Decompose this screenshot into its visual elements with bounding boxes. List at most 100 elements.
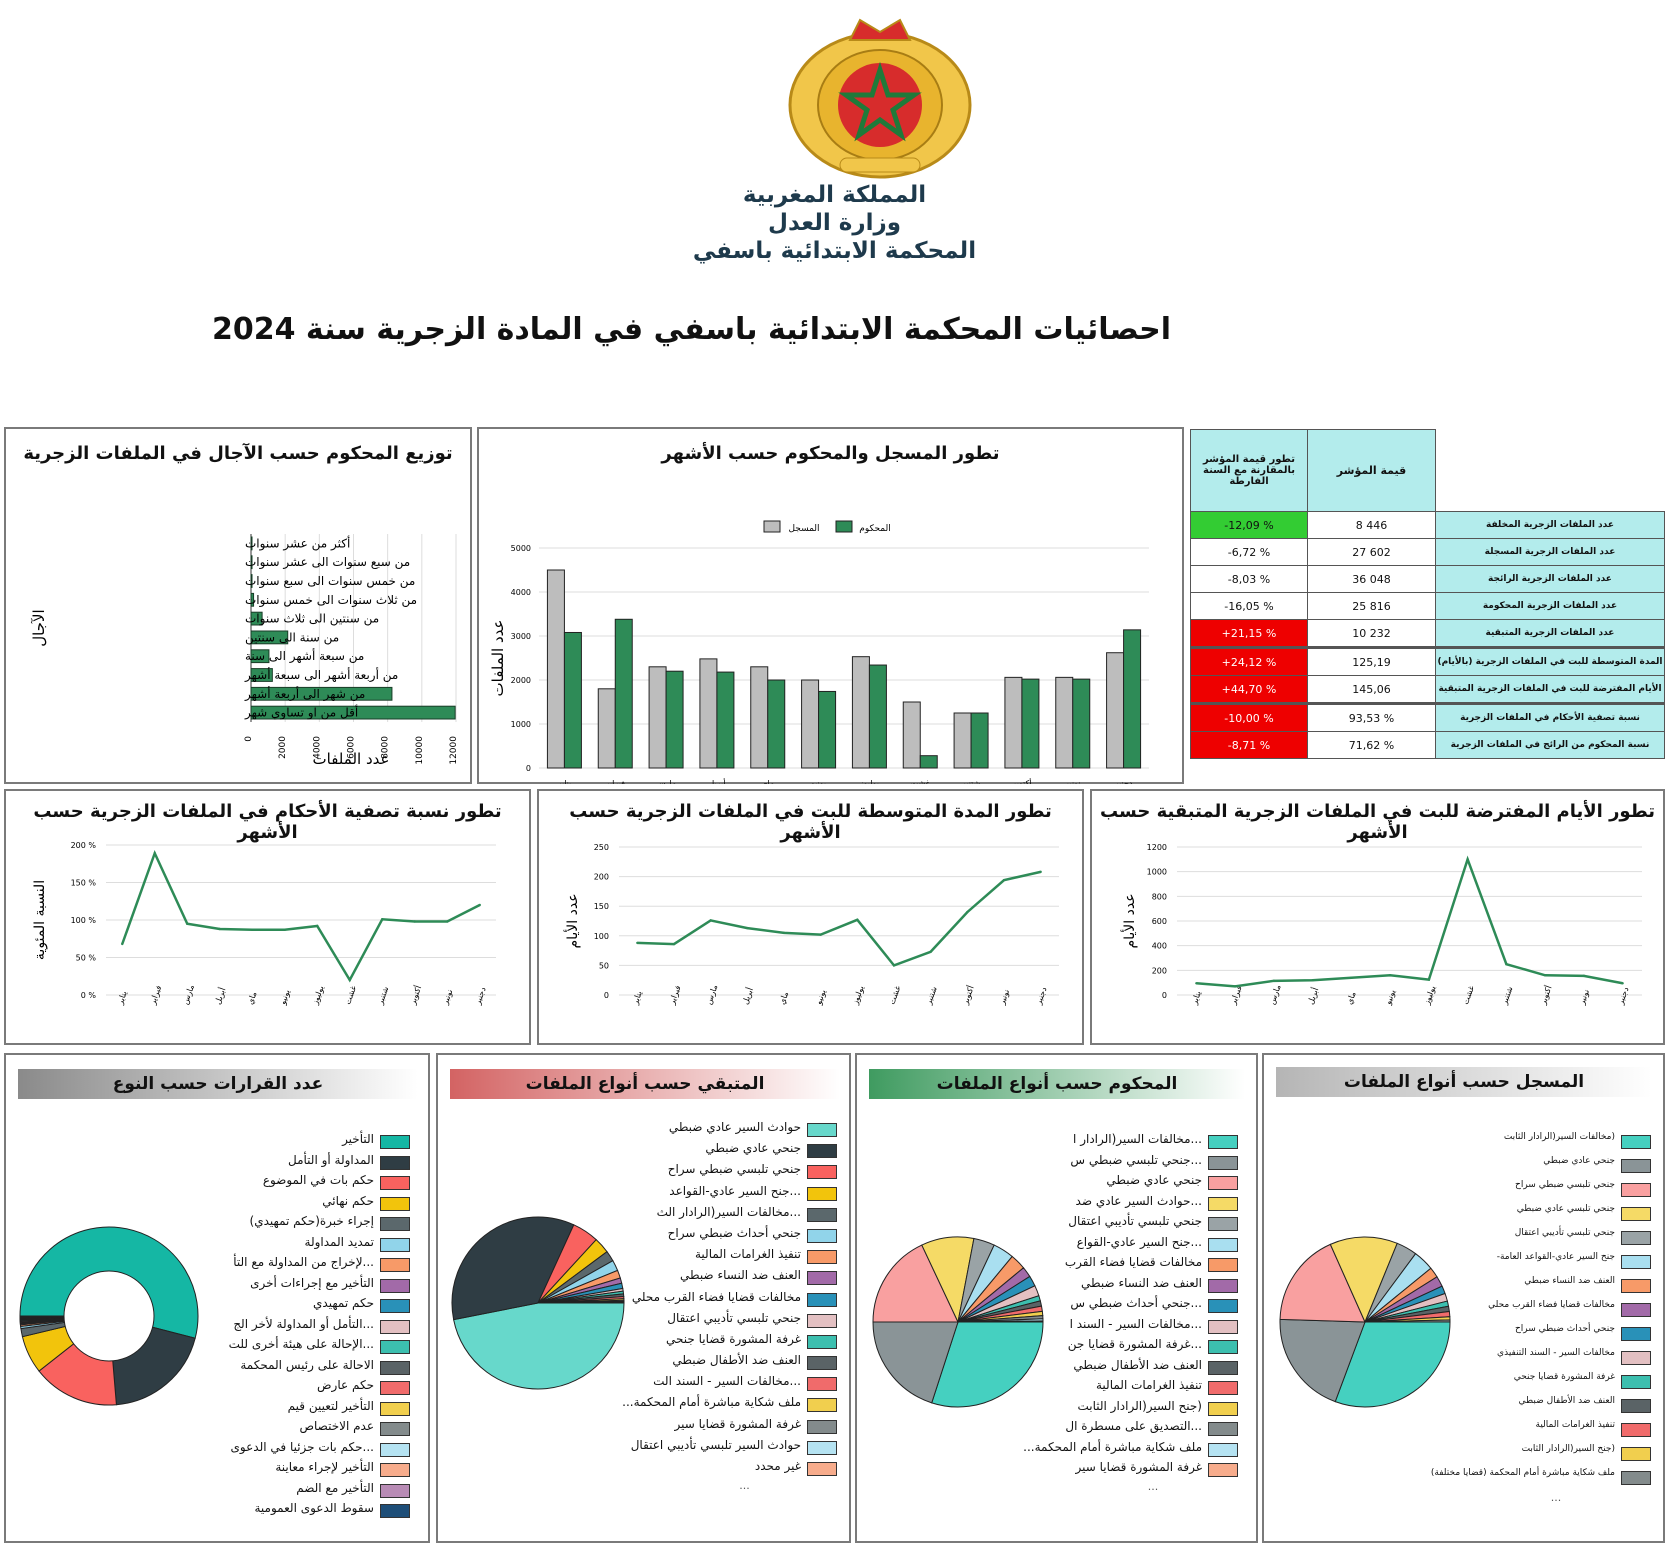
bar — [750, 666, 769, 769]
legend-label: ...جنحي أحداث ضبطي س — [1070, 1296, 1202, 1310]
decisions-chart-title: عدد القرارات حسب النوع — [18, 1069, 418, 1099]
legend-swatch — [1621, 1375, 1651, 1389]
legend-swatch — [1208, 1278, 1238, 1293]
bar — [1072, 678, 1091, 769]
legend-swatch — [1208, 1442, 1238, 1457]
legend-item: التأخير مع إجراءات أخرى — [210, 1275, 410, 1296]
x-tick-label: 8000 — [381, 736, 391, 759]
x-tick-label: يونيو — [1383, 988, 1397, 1006]
decisions-chart — [19, 1226, 199, 1406]
pie-slice — [872, 1244, 959, 1323]
legend-label: جنحي عادي ضبطي — [705, 1141, 801, 1156]
data-point — [636, 941, 639, 945]
registered-chart — [1279, 1236, 1451, 1408]
legend-item: غرفة المشورة قضايا سير — [652, 1416, 837, 1437]
legend-item: مخالفات قضايا فضاء القرب محلي — [632, 1289, 837, 1310]
legend-swatch — [807, 1123, 837, 1137]
legend-item: عدم الاختصاص — [210, 1418, 410, 1439]
bar — [563, 631, 582, 769]
data-point — [121, 942, 124, 946]
legend-swatch — [380, 1401, 410, 1416]
clearance-chart-title: تطور نسبة تصفية الأحكام في الملفات الزجر… — [33, 801, 502, 843]
durations-chart-title: توزيع المحكوم حسب الآجال في الملفات الزج… — [23, 443, 453, 464]
x-axis-label: عدد الملفات — [313, 750, 390, 768]
legend-item: جنحي تلبسي ضبطي سراح — [652, 1161, 837, 1182]
legend-item: العنف ضد الأطفال ضبطي — [1068, 1357, 1238, 1378]
legend-label: (جنح السير(الرادار الثابت — [1077, 1398, 1202, 1413]
series-line — [1196, 855, 1623, 988]
data-point — [929, 950, 932, 953]
legend-more-indicator[interactable]: ... — [1550, 1491, 1562, 1504]
legend-label: جنحي تلبسي ضبطي سراح — [667, 1162, 801, 1177]
legend-item: ملف شكاية مباشرة أمام المحكمة... — [622, 1394, 837, 1415]
y-tick-label: 250 — [594, 843, 609, 852]
data-point — [186, 922, 189, 925]
legend-swatch — [1208, 1422, 1238, 1436]
legend-label: جنحي عادي ضبطي — [1543, 1156, 1615, 1166]
legend-swatch — [380, 1360, 410, 1375]
legend-swatch — [1208, 1258, 1238, 1272]
data-point — [672, 942, 676, 946]
data-point — [1466, 858, 1469, 861]
bar — [250, 555, 253, 570]
monthly-chart-title: تطور المسجل والمحكوم حسب الأشهر — [661, 443, 1000, 464]
legend-item: ...مخالفات السير - السند ا — [1068, 1316, 1238, 1337]
data-point — [1582, 974, 1586, 978]
legend-item: غرفة المشورة قضايا سير — [1068, 1459, 1238, 1480]
legend-label: العنف ضد الأطفال ضبطي — [672, 1353, 801, 1368]
y-tick-label: 100 — [594, 932, 609, 941]
legend-item: تمديد المداولة — [210, 1234, 410, 1255]
legend-label: عدم الاختصاص — [299, 1419, 375, 1433]
legend-item: العنف ضد الأطفال ضبطي — [652, 1352, 837, 1373]
legend-swatch — [807, 1186, 837, 1201]
series-line — [121, 849, 481, 983]
pie-slice — [931, 1321, 1044, 1408]
legend-label: العنف ضد الأطفال ضبطي — [1073, 1357, 1202, 1372]
y-tick-label: 0 % — [81, 991, 97, 1000]
legend-more-indicator[interactable]: ... — [1147, 1479, 1159, 1493]
legend-item: جنحي تلبسي ضبطي سراح — [1461, 1179, 1651, 1203]
x-tick-label: نونبر — [440, 988, 454, 1007]
legend-label: ...مخالفات السير - السند الت — [653, 1374, 801, 1389]
y-axis-label: النسبة المئوية — [32, 880, 48, 960]
legend-swatch — [1208, 1237, 1238, 1252]
legend-swatch — [1208, 1217, 1238, 1231]
legend-label: التأخير مع إجراءات أخرى — [250, 1275, 374, 1290]
indicator-row: -12,09 % 8 446 عدد الملفات الزجرية المخلفة — [1190, 511, 1665, 539]
legend-label: جنحي عادي ضبطي — [1106, 1173, 1202, 1187]
legend-label: جنحي تلبسي تأديبي اعتقال — [1068, 1214, 1202, 1228]
indicator-label: عدد الملفات الزجرية المسجلة — [1435, 538, 1665, 566]
bar — [250, 705, 456, 720]
col-header-value: قيمة المؤشر — [1307, 429, 1436, 512]
monthly-chart: 0 1000 2000 3000 4000 5000 يناير فبراير مارس أبري… — [489, 520, 1149, 784]
page-title: احصائيات المحكمة الابتدائية باسفي في الم… — [211, 312, 1172, 347]
indicator-value: 71,62 % — [1307, 731, 1436, 759]
legend-item: ...جنح السير عادي-القواعد — [652, 1183, 837, 1204]
y-tick-label: 150 % — [71, 879, 97, 888]
bar — [250, 649, 270, 664]
legend-item: الاحالة على رئيس المحكمة — [210, 1357, 410, 1378]
x-tick-label: أبريل — [212, 986, 227, 1006]
y-tick-label: أقل من او تساوي شهر — [244, 705, 358, 721]
legend-label: غرفة المشورة قضايا جنحي — [1513, 1372, 1615, 1382]
data-point — [218, 927, 221, 931]
legend-item: جنحي تلبسي تأديبي اعتقال — [1461, 1227, 1651, 1251]
x-tick-label: يناير — [115, 990, 128, 1007]
legend-item: ...التأمل أو المداولة لأخر الج — [210, 1316, 410, 1337]
legend-item: ...جنحي أحداث ضبطي س — [1068, 1295, 1238, 1316]
legend-label: ...جنحي تلبسي ضبطي س — [1070, 1152, 1202, 1167]
legend-more-indicator[interactable]: ... — [739, 1479, 750, 1493]
legend-label: غرفة المشورة قضايا جنحي — [665, 1331, 801, 1346]
legend-label: جنحي أحداث ضبطي سراح — [1515, 1324, 1615, 1334]
pie-slice — [537, 1301, 625, 1304]
x-tick-label: 6000 — [347, 736, 357, 759]
legend-label: جنح السير عادي-القواعد العامة- — [1496, 1252, 1615, 1262]
header-ministry: وزارة العدل — [768, 210, 901, 236]
y-tick-label: 2000 — [511, 676, 531, 685]
legend-label: العنف ضد النساء ضبطي — [679, 1268, 801, 1283]
legend-label: مخالفات قضايا فضاء القرب محلي — [631, 1289, 801, 1304]
bar — [851, 656, 870, 769]
x-tick-label: أكتوبر — [1011, 778, 1031, 784]
bar — [250, 630, 289, 645]
indicator-value: 145,06 — [1307, 675, 1436, 704]
